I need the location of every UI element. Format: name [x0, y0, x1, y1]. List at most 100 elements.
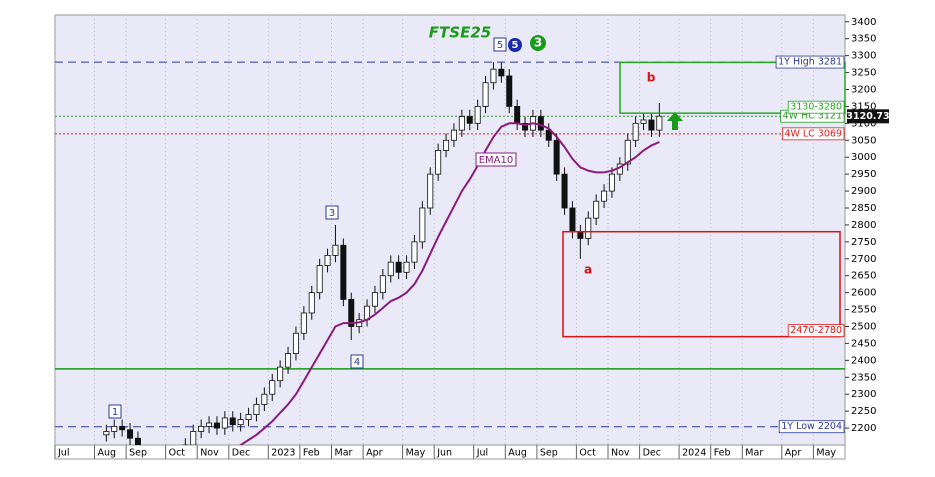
x-tick-label: Nov: [611, 448, 630, 459]
candle-body: [395, 261, 402, 273]
x-tick-label: Dec: [232, 448, 250, 459]
x-tick-label: Dec: [643, 448, 661, 459]
candle-body: [435, 150, 442, 175]
zone: [619, 61, 846, 114]
x-tick-label: Feb: [303, 448, 320, 459]
x-tick-label: Aug: [508, 448, 527, 459]
candle-body: [245, 414, 252, 421]
candle-body: [458, 116, 465, 131]
x-tick-label: Oct: [579, 448, 596, 459]
wave-label: 1: [112, 407, 118, 418]
candle-body: [277, 366, 284, 382]
wave-box: [493, 37, 507, 52]
candle-body: [514, 106, 521, 124]
y-tick-label: 2550: [851, 305, 876, 316]
candle-body: [585, 217, 592, 239]
candle-body: [537, 116, 544, 131]
x-tick-label: Mar: [745, 448, 763, 459]
point-label: b: [647, 71, 656, 85]
candle-body: [522, 122, 529, 131]
wave-label: 3: [534, 36, 542, 50]
candle-body: [601, 190, 608, 202]
candle-body: [371, 292, 378, 307]
candle-body: [482, 82, 489, 107]
y-tick-label: 2850: [851, 203, 876, 214]
wave-box: [108, 404, 122, 419]
candle-body: [221, 417, 228, 429]
y-tick-label: 2650: [851, 271, 876, 282]
x-tick-label: Apr: [785, 448, 802, 459]
reference-label: 4W LC 3069: [784, 128, 842, 139]
reference-label-bg: [778, 420, 845, 434]
y-tick-label: 2750: [851, 237, 876, 248]
ema-label: EMA10: [479, 155, 514, 166]
candle-body: [103, 431, 110, 436]
candle-body: [213, 422, 220, 429]
candle-body: [640, 119, 647, 124]
candle-body: [403, 261, 410, 273]
y-tick-label: 3100: [851, 118, 876, 129]
candle-body: [127, 429, 134, 439]
candle-body: [569, 207, 576, 233]
candle-body: [387, 261, 394, 277]
candle-body: [308, 292, 315, 314]
candle-body: [443, 139, 450, 151]
y-tick-label: 2800: [851, 220, 876, 231]
zone-label-bg: [787, 100, 845, 114]
y-tick-label: 3350: [851, 34, 876, 45]
candle-body: [561, 173, 568, 209]
wave-label: 5: [497, 40, 503, 51]
x-tick-label: 2024: [682, 448, 706, 459]
ema-tag: [475, 152, 517, 167]
candle-body: [206, 422, 213, 427]
y-tick-label: 2600: [851, 288, 876, 299]
price-tag: [847, 109, 889, 124]
zone-label-bg: [787, 324, 845, 338]
x-tick-label: May: [406, 448, 426, 459]
candle-body: [648, 119, 655, 131]
x-tick-label: Sep: [540, 448, 558, 459]
x-tick-label: Sep: [129, 448, 147, 459]
point-label: a: [584, 263, 592, 277]
wave-label: 4: [354, 357, 360, 368]
x-tick-label: Aug: [98, 448, 117, 459]
candle-body: [450, 129, 457, 141]
ema-line: [239, 122, 660, 445]
reference-label: 1Y Low 2204: [781, 421, 842, 432]
candle-body: [167, 469, 172, 477]
x-tick-label: Jul: [57, 448, 69, 459]
candle-body: [379, 275, 386, 294]
reference-label-bg: [782, 127, 845, 141]
candle-body: [577, 231, 584, 239]
x-tick-label: Nov: [200, 448, 219, 459]
candle-body: [506, 75, 513, 107]
zone: [562, 230, 841, 338]
candle-body: [198, 425, 205, 432]
candle-body: [624, 139, 631, 165]
wave-box: [350, 354, 364, 369]
candle-body: [545, 129, 552, 141]
wave-circle: [508, 38, 522, 52]
y-tick-label: 2350: [851, 372, 876, 383]
x-tick-label: Jun: [436, 448, 452, 459]
x-tick-label: Oct: [169, 448, 186, 459]
y-tick-label: 2950: [851, 169, 876, 180]
x-tick-label: Mar: [335, 448, 353, 459]
y-tick-label: 2450: [851, 338, 876, 349]
y-tick-label: 3300: [851, 51, 876, 62]
y-tick-label: 2200: [851, 423, 876, 434]
candle-body: [300, 312, 307, 334]
candle-body: [151, 462, 156, 476]
candle-body: [190, 431, 197, 445]
y-tick-label: 2900: [851, 186, 876, 197]
candle-body: [237, 419, 244, 426]
reference-label-bg: [775, 55, 845, 69]
candle-body: [111, 425, 118, 432]
x-tick-label: May: [816, 448, 836, 459]
candle-body: [632, 122, 639, 141]
candle-body: [316, 265, 323, 294]
x-tick-label: Feb: [714, 448, 731, 459]
candle-body: [593, 200, 600, 219]
candle-body: [253, 403, 260, 415]
candle-body: [498, 68, 505, 77]
